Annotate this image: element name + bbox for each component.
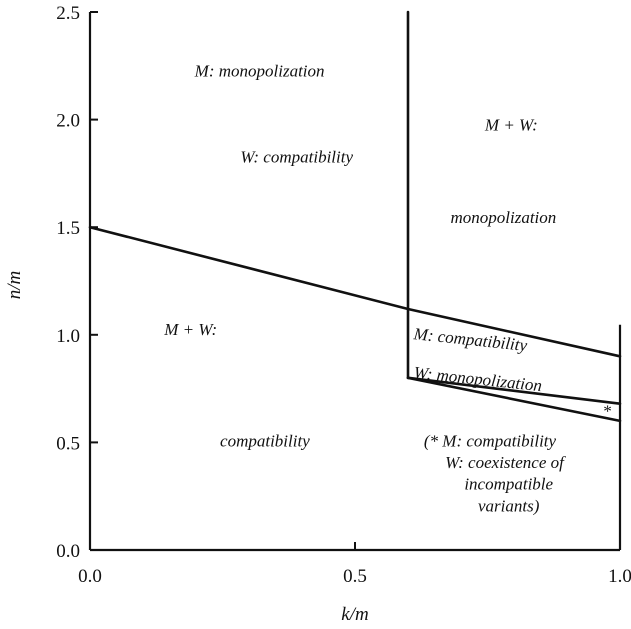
region-label: monopolization bbox=[451, 208, 557, 227]
x-tick-label: 0.5 bbox=[343, 566, 367, 587]
region-label: variants) bbox=[478, 496, 540, 515]
region-label: * bbox=[603, 402, 612, 421]
axis-ticks: 0.0 0.5 1.0 1.5 2.0 2.5 0.0 0.5 1.0 bbox=[56, 3, 631, 587]
y-axis-label: n/m bbox=[4, 271, 25, 300]
y-tick-label: 0.0 bbox=[56, 541, 80, 562]
y-tick-label: 2.5 bbox=[56, 3, 80, 24]
region-label: W: compatibility bbox=[240, 148, 353, 167]
y-tick-label: 2.0 bbox=[56, 111, 80, 132]
region-label: M + W: bbox=[163, 320, 217, 339]
boundary-line bbox=[406, 376, 622, 423]
y-tick-label: 0.5 bbox=[56, 433, 80, 454]
y-tick-label: 1.0 bbox=[56, 326, 80, 347]
x-tick-label: 1.0 bbox=[608, 566, 631, 587]
region-label: W: coexistence of bbox=[445, 453, 566, 472]
y-tick-label: 1.5 bbox=[56, 218, 80, 239]
region-label: (* M: compatibility bbox=[424, 432, 557, 451]
boundary-line bbox=[406, 376, 622, 405]
region-boundaries bbox=[88, 10, 622, 423]
region-label: compatibility bbox=[220, 432, 310, 451]
region-label: incompatible bbox=[464, 475, 553, 494]
region-label: W: monopolization bbox=[413, 363, 543, 395]
region-labels: M: monopolization W: compatibility M + W: m… bbox=[163, 62, 611, 516]
x-tick-label: 0.0 bbox=[78, 566, 102, 587]
region-label: M: monopolization bbox=[194, 62, 325, 81]
region-label: M: compatibility bbox=[412, 324, 529, 355]
x-axis-label: k/m bbox=[341, 604, 368, 625]
region-label: M + W: bbox=[484, 115, 538, 134]
